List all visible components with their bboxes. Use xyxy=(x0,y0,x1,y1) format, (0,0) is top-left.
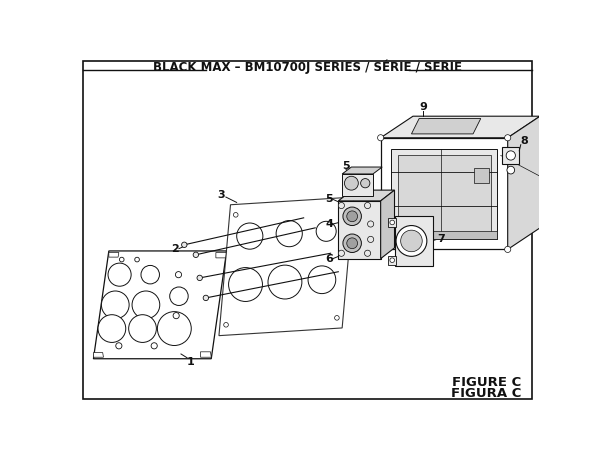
Polygon shape xyxy=(508,116,540,249)
Circle shape xyxy=(276,221,302,247)
Circle shape xyxy=(108,263,131,286)
Polygon shape xyxy=(94,353,103,357)
Polygon shape xyxy=(216,253,227,258)
Circle shape xyxy=(344,176,358,190)
Text: 1: 1 xyxy=(187,357,195,367)
Circle shape xyxy=(506,151,515,160)
Circle shape xyxy=(173,313,179,318)
Circle shape xyxy=(338,250,344,256)
Circle shape xyxy=(308,266,336,293)
Circle shape xyxy=(182,242,187,248)
Circle shape xyxy=(268,265,302,299)
Polygon shape xyxy=(398,155,491,233)
Circle shape xyxy=(390,220,395,225)
Text: 2: 2 xyxy=(171,243,179,253)
Polygon shape xyxy=(219,197,354,336)
Circle shape xyxy=(128,315,157,343)
Text: FIGURA C: FIGURA C xyxy=(451,387,521,400)
Circle shape xyxy=(505,135,511,141)
Text: 7: 7 xyxy=(437,234,445,244)
Circle shape xyxy=(347,238,358,248)
Circle shape xyxy=(197,275,202,281)
Circle shape xyxy=(377,246,384,253)
Circle shape xyxy=(141,265,160,284)
Circle shape xyxy=(224,323,229,327)
Bar xyxy=(474,168,489,183)
Polygon shape xyxy=(380,138,508,249)
Circle shape xyxy=(505,246,511,253)
Circle shape xyxy=(377,135,384,141)
Polygon shape xyxy=(200,352,211,357)
Text: 5: 5 xyxy=(325,194,333,204)
Polygon shape xyxy=(342,167,382,174)
Circle shape xyxy=(335,316,339,320)
Bar xyxy=(388,218,396,227)
Circle shape xyxy=(151,343,157,349)
Text: FIGURE C: FIGURE C xyxy=(452,376,521,389)
Polygon shape xyxy=(391,231,497,238)
Circle shape xyxy=(233,212,238,217)
Text: 3: 3 xyxy=(217,190,225,200)
Circle shape xyxy=(343,234,361,253)
Text: 6: 6 xyxy=(325,253,333,263)
Text: 4: 4 xyxy=(325,219,333,229)
Circle shape xyxy=(98,315,126,343)
Polygon shape xyxy=(338,201,380,258)
Circle shape xyxy=(175,272,182,278)
Circle shape xyxy=(157,312,191,345)
Text: BLACK MAX – BM10700J SERIES / SÉRIE / SERIE: BLACK MAX – BM10700J SERIES / SÉRIE / SE… xyxy=(153,60,462,74)
Circle shape xyxy=(368,236,374,243)
Polygon shape xyxy=(338,190,395,201)
Circle shape xyxy=(347,211,358,222)
Circle shape xyxy=(396,226,427,256)
Circle shape xyxy=(203,295,209,301)
Polygon shape xyxy=(502,147,519,164)
Text: 9: 9 xyxy=(419,102,427,112)
Circle shape xyxy=(344,206,349,210)
Circle shape xyxy=(101,291,129,318)
Circle shape xyxy=(368,221,374,227)
Circle shape xyxy=(119,257,124,262)
Polygon shape xyxy=(380,190,395,258)
Bar xyxy=(388,256,396,265)
Circle shape xyxy=(116,343,122,349)
Circle shape xyxy=(229,268,262,302)
Circle shape xyxy=(390,258,395,263)
Circle shape xyxy=(343,207,361,226)
Circle shape xyxy=(135,257,139,262)
Polygon shape xyxy=(342,174,373,196)
Circle shape xyxy=(507,166,515,174)
Polygon shape xyxy=(412,118,481,134)
Circle shape xyxy=(236,223,263,249)
Circle shape xyxy=(364,250,371,256)
Circle shape xyxy=(361,178,370,188)
Circle shape xyxy=(170,287,188,305)
Polygon shape xyxy=(109,253,119,257)
Polygon shape xyxy=(391,148,497,238)
Circle shape xyxy=(132,291,160,318)
Text: 8: 8 xyxy=(520,136,528,146)
Polygon shape xyxy=(395,216,433,266)
Circle shape xyxy=(338,202,344,208)
Text: 5: 5 xyxy=(342,161,350,171)
Polygon shape xyxy=(380,116,540,138)
Polygon shape xyxy=(94,251,227,359)
Circle shape xyxy=(193,252,199,258)
Circle shape xyxy=(364,202,371,208)
Circle shape xyxy=(316,221,336,241)
Circle shape xyxy=(401,230,422,252)
